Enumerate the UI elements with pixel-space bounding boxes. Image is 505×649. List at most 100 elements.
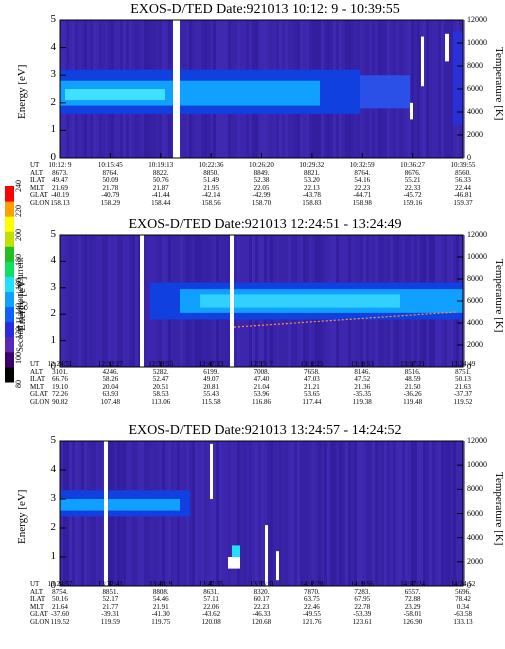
ephemeris-table: UT 13:24:57 13:32:41 13:40: 9 13:47:35 13:55:… — [0, 580, 505, 627]
y-right-tick-label: 6000 — [467, 84, 483, 93]
noise-column — [435, 20, 438, 158]
ephemeris-value: 53.96 — [253, 390, 270, 399]
noise-column — [360, 441, 363, 586]
ephemeris-value: -39.31 — [101, 610, 120, 619]
ephemeris-value: 52.17 — [102, 595, 119, 604]
ephemeris-value: 7870. — [304, 587, 320, 596]
ephemeris-row: ILAT 50.16 52.17 54.46 57.11 60.17 63.75 67.95 7… — [0, 596, 505, 604]
noise-column — [240, 441, 243, 586]
noise-column — [78, 235, 81, 367]
ephemeris-value: 158.83 — [302, 198, 322, 207]
ephemeris-value: 8631. — [203, 587, 219, 596]
band-core — [200, 294, 400, 308]
ephemeris-value: 20.81 — [203, 382, 219, 391]
noise-column — [81, 235, 84, 367]
noise-column — [216, 441, 219, 586]
y-tick-label: 2 — [50, 521, 57, 533]
noise-column — [147, 235, 150, 367]
panel-2: EXOS-D/TED Date:921013 12:24:51 - 13:24:… — [0, 215, 505, 425]
noise-column — [84, 235, 87, 367]
noise-column — [411, 441, 414, 586]
ephemeris-value: -37.60 — [50, 610, 70, 619]
noise-column — [144, 235, 147, 367]
y-tick-label: 0 — [50, 360, 57, 372]
noise-column — [261, 441, 264, 586]
ephemeris-value: 55.21 — [404, 176, 421, 185]
noise-column — [393, 441, 396, 586]
ephemeris-value: 6557. — [404, 587, 421, 596]
ephemeris-value: 54.16 — [354, 176, 371, 185]
noise-column — [426, 20, 429, 158]
noise-column — [420, 441, 423, 586]
noise-column — [102, 235, 105, 367]
noise-column — [231, 441, 234, 586]
noise-column — [342, 441, 345, 586]
ephemeris-value: 22.78 — [354, 602, 371, 611]
ephemeris-value: 67.95 — [354, 595, 371, 604]
colorbar-segment — [5, 321, 14, 338]
ephemeris-value: 119.52 — [453, 397, 473, 406]
ephemeris-value: 13:47:35 — [198, 580, 224, 588]
ephemeris-value: 13:17:21 — [400, 360, 426, 368]
ephemeris-row: UT 13:24:57 13:32:41 13:40: 9 13:47:35 13:55:… — [0, 580, 505, 589]
ephemeris-value: -53.39 — [353, 610, 372, 619]
data-gap — [104, 441, 108, 586]
noise-column — [441, 441, 444, 586]
ephemeris-value: 21.63 — [455, 382, 471, 391]
noise-column — [96, 235, 99, 367]
data-gap — [230, 235, 234, 367]
noise-column — [60, 235, 63, 367]
noise-column — [429, 20, 432, 158]
noise-column — [138, 235, 141, 367]
noise-column — [426, 441, 429, 586]
noise-column — [369, 441, 372, 586]
noise-column — [450, 20, 453, 158]
y-tick-label: 0 — [50, 579, 57, 591]
noise-column — [270, 441, 273, 586]
ephemeris-row: ILAT 49.47 50.09 50.76 51.49 52.38 53.20 54.16 5… — [0, 177, 505, 185]
ephemeris-value: 19.10 — [52, 382, 68, 391]
ephemeris-value: 115.58 — [201, 397, 221, 406]
ephemeris-value: 21.21 — [304, 382, 320, 391]
noise-column — [408, 441, 411, 586]
ephemeris-value: 22.23 — [354, 183, 371, 192]
noise-column — [312, 441, 315, 586]
ephemeris-label: UT — [30, 580, 40, 588]
y-axis-label: Energy [eV] — [16, 64, 28, 119]
ephemeris-value: 12:47:23 — [198, 360, 224, 368]
ephemeris-value: 47.40 — [253, 375, 270, 384]
y-tick-label: 3 — [50, 492, 57, 504]
noise-column — [117, 235, 120, 367]
ephemeris-label: GLON — [30, 198, 50, 207]
colorbar-segment — [5, 351, 14, 368]
ephemeris-value: 50.16 — [52, 595, 68, 604]
ephemeris-value: 13: 9:53 — [350, 360, 374, 368]
noise-column — [99, 235, 102, 367]
ephemeris-value: 21.95 — [203, 183, 219, 192]
ephemeris-value: 14:24:52 — [450, 580, 476, 588]
ephemeris-row: UT 12:24:51 12:32:27 12:39:55 12:47:23 12:55:… — [0, 360, 505, 369]
ephemeris-value: -43.62 — [202, 610, 221, 619]
ephemeris-value: 120.08 — [201, 617, 221, 626]
ephemeris-value: 22.06 — [203, 602, 219, 611]
ephemeris-value: 55.43 — [203, 390, 219, 399]
y-right-tick-label: 8000 — [467, 61, 483, 70]
ephemeris-value: 13:32:41 — [97, 580, 123, 588]
ephemeris-value: -63.58 — [453, 610, 473, 619]
ephemeris-value: 8764. — [354, 168, 371, 177]
noise-column — [189, 441, 192, 586]
y-right-tick-label: 12000 — [467, 15, 487, 24]
ephemeris-value: 22.46 — [304, 602, 320, 611]
ephemeris-row: ALT 8673. 8764. 8822. 8850. 8849. 8821. 8764. 86… — [0, 168, 505, 178]
band-mid — [60, 499, 180, 511]
ephemeris-row: UT 10:12: 9 10:15:45 10:19:13 10:22:36 10:26:… — [0, 161, 505, 170]
ephemeris-label: GLAT — [30, 610, 48, 619]
noise-column — [357, 441, 360, 586]
ephemeris-value: 7658. — [304, 367, 320, 376]
ephemeris-value: 22.05 — [253, 183, 270, 192]
ephemeris-value: 14:17:24 — [400, 580, 426, 588]
y-right-tick-label: 8000 — [467, 274, 483, 283]
ephemeris-value: 49.47 — [52, 176, 68, 185]
ephemeris-label: GLON — [30, 397, 50, 406]
ephemeris-value: 3101. — [52, 367, 68, 376]
